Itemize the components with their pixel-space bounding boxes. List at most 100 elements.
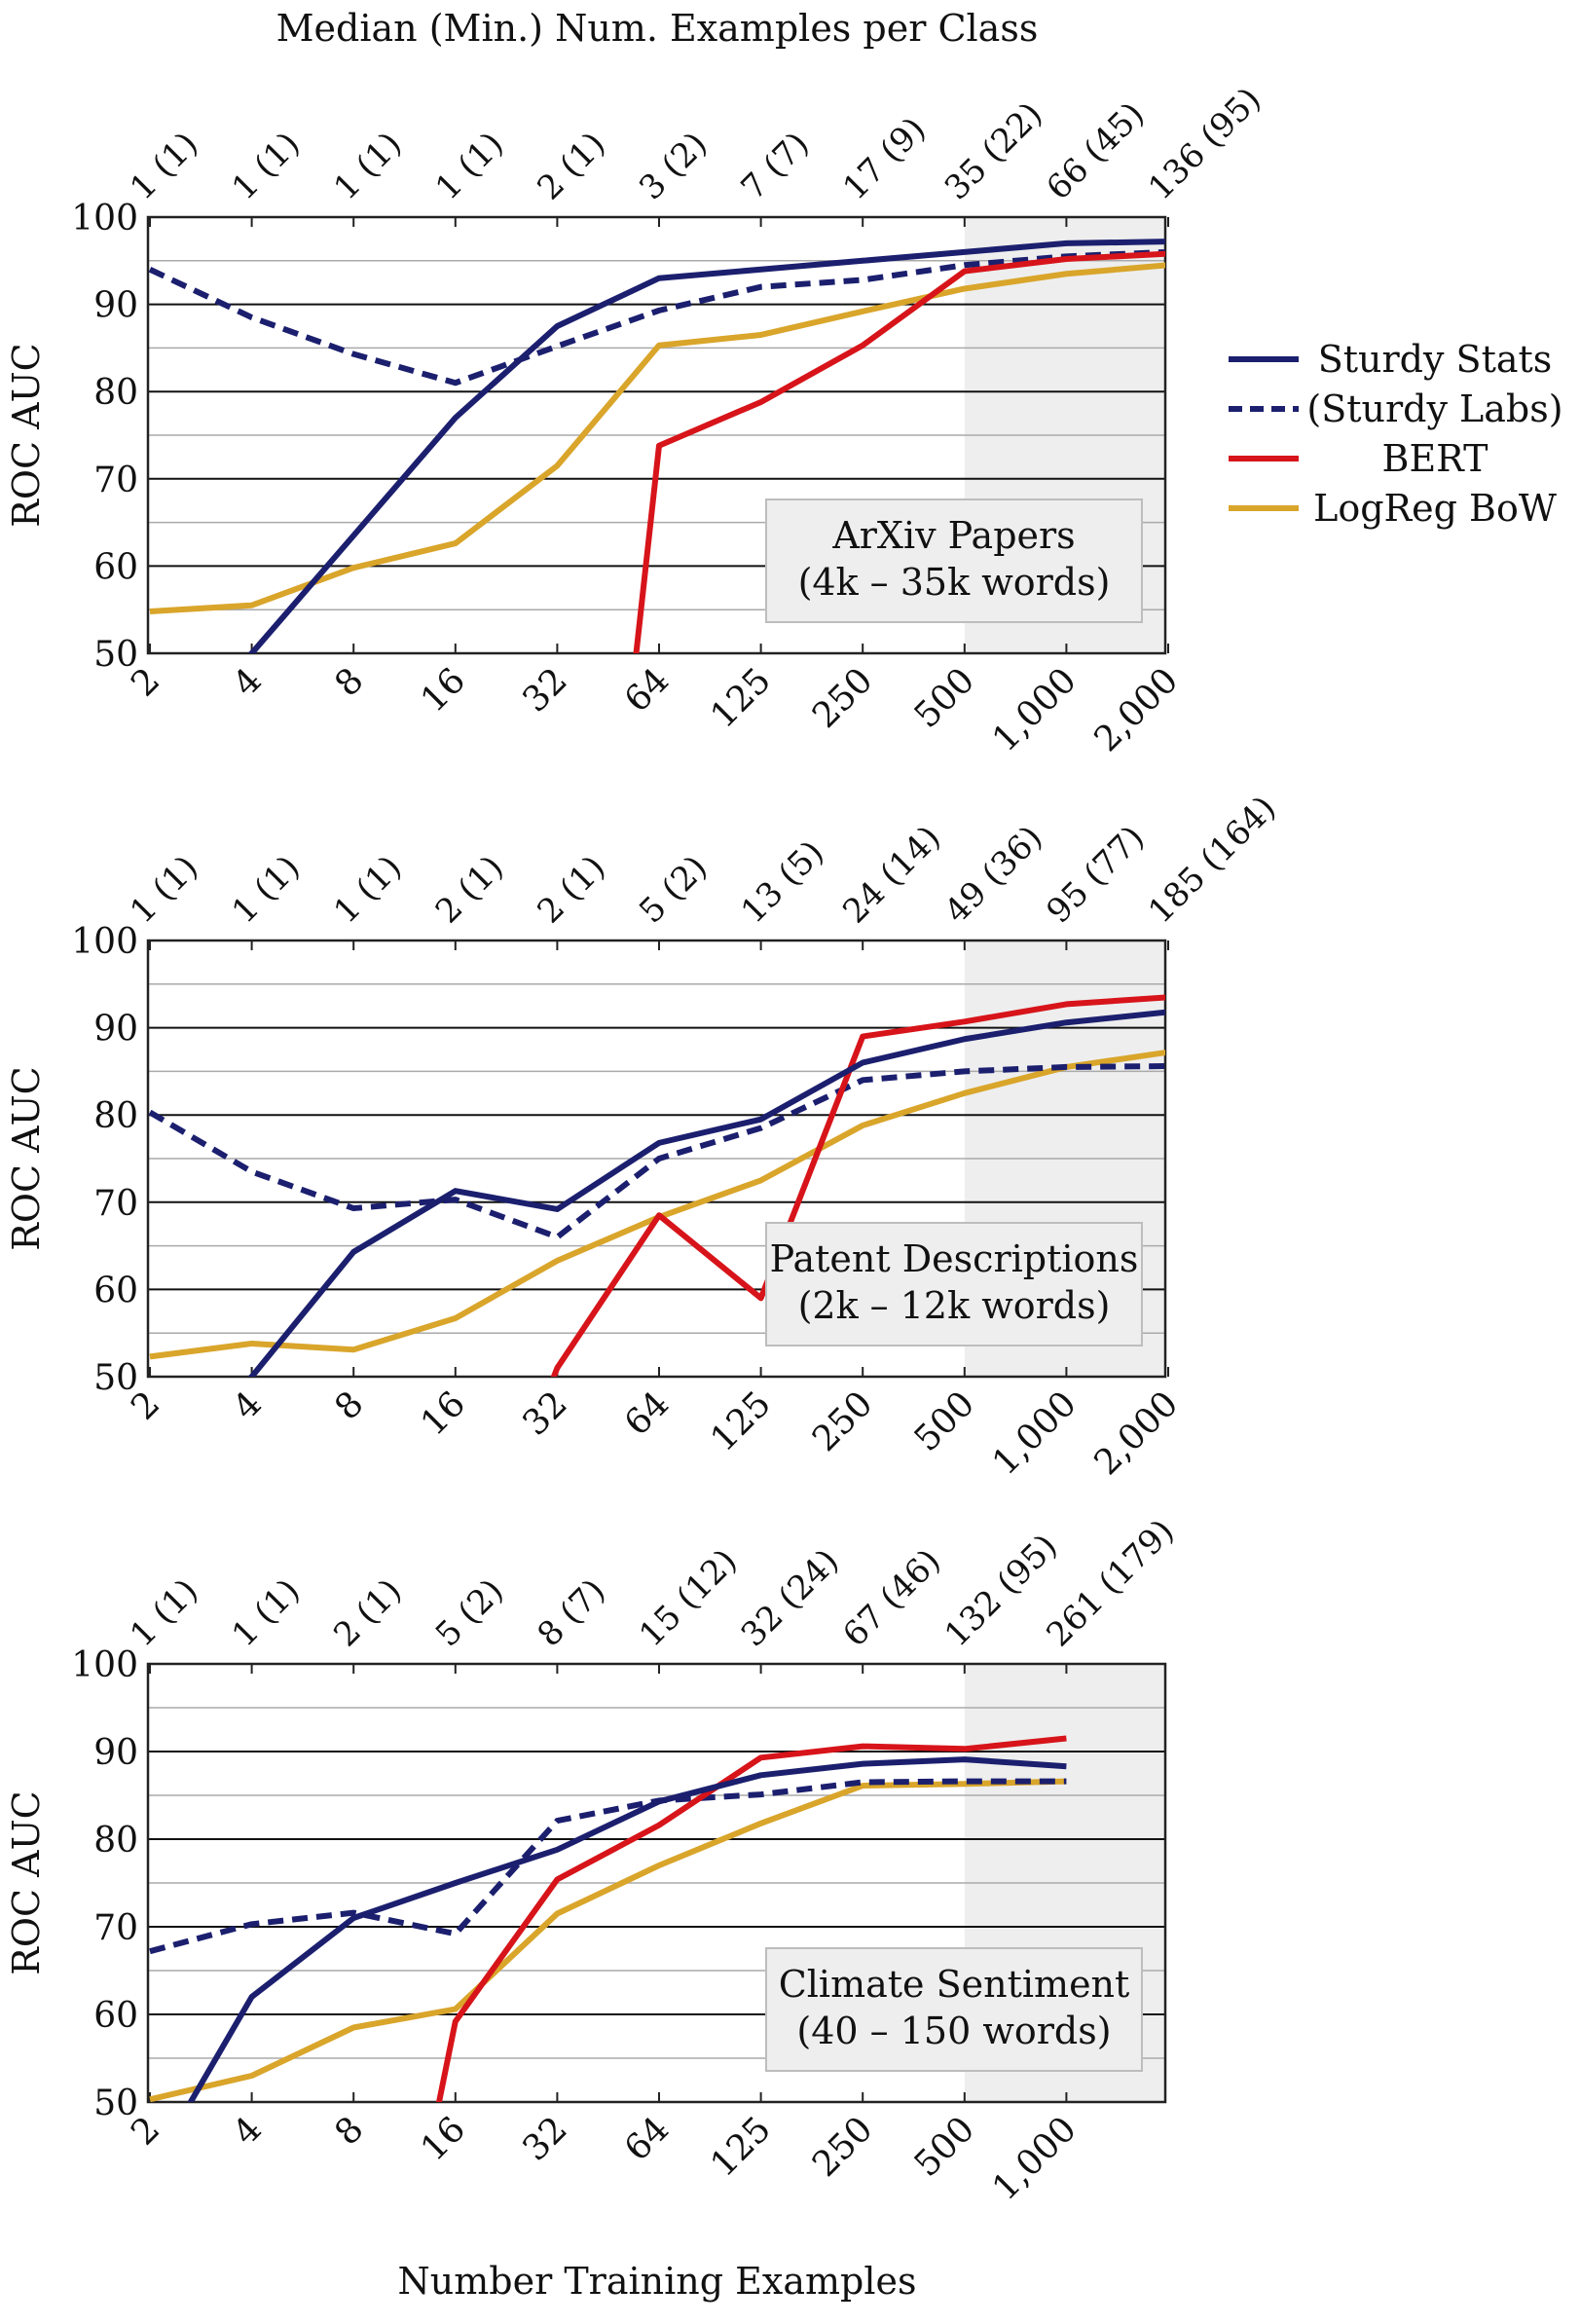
top-tick-label: 1 (1) — [326, 125, 409, 207]
dataset-box — [765, 1222, 1143, 1346]
top-tick-label: 67 (46) — [835, 1541, 948, 1654]
series-line-sturdy-stats — [246, 1009, 1165, 1377]
top-tick-label: 1 (1) — [123, 1571, 205, 1654]
x-tick-label: 32 — [515, 1383, 574, 1443]
top-tick-label: 261 (179) — [1039, 1512, 1181, 1654]
y-axis-label: ROC AUC — [5, 1066, 48, 1250]
top-tick-label: 185 (164) — [1141, 789, 1283, 931]
dataset-length: (2k – 12k words) — [798, 1284, 1111, 1327]
y-axis-label: ROC AUC — [5, 343, 48, 527]
x-tick-label: 8 — [327, 660, 371, 704]
top-tick-label: 8 (7) — [530, 1571, 612, 1654]
y-tick-label: 90 — [93, 1010, 138, 1050]
y-tick-label: 80 — [93, 1096, 138, 1136]
y-tick-label: 100 — [71, 1645, 138, 1685]
y-tick-label: 50 — [93, 1358, 138, 1398]
dataset-length: (4k – 35k words) — [798, 561, 1111, 604]
x-tick-label: 8 — [327, 1383, 371, 1427]
x-tick-label: 2,000 — [1086, 660, 1186, 759]
x-tick-label: 1,000 — [985, 660, 1084, 759]
dataset-box — [765, 1947, 1143, 2072]
top-tick-label: 15 (12) — [632, 1541, 745, 1654]
x-tick-label: 1,000 — [985, 1383, 1084, 1483]
dataset-name: Patent Descriptions — [770, 1237, 1139, 1280]
series-line-sturdy-stats — [246, 239, 1165, 653]
x-tick-label: 16 — [414, 660, 473, 719]
y-tick-label: 70 — [93, 1184, 138, 1224]
dataset-name: Climate Sentiment — [779, 1963, 1130, 2006]
y-tick-label: 70 — [93, 1908, 138, 1948]
x-tick-label: 64 — [617, 1383, 677, 1443]
legend-item-sturdy-stats: Sturdy Stats — [1229, 338, 1552, 381]
x-tick-label: 16 — [414, 2109, 473, 2168]
top-tick-label: 3 (2) — [632, 125, 715, 207]
x-tick-label: 250 — [805, 1383, 881, 1459]
x-tick-label: 4 — [226, 660, 270, 704]
x-tick-label: 500 — [907, 660, 983, 736]
top-tick-label: 1 (1) — [123, 125, 205, 207]
dataset-name: ArXiv Papers — [831, 514, 1075, 557]
legend-label-sturdy-labs: (Sturdy Labs) — [1306, 387, 1562, 430]
x-tick-label: 2,000 — [1086, 1383, 1186, 1483]
figure-x-axis-label: Number Training Examples — [398, 2260, 917, 2303]
top-tick-label: 1 (1) — [225, 1571, 308, 1654]
series-line-sturdy-labs — [149, 1778, 1067, 1955]
top-tick-label: 7 (7) — [734, 125, 817, 207]
legend-label-logreg-bow: LogReg BoW — [1313, 487, 1557, 530]
y-tick-label: 90 — [93, 1733, 138, 1773]
x-tick-label: 1,000 — [985, 2109, 1084, 2208]
series-line-bert — [435, 1735, 1067, 2102]
top-tick-label: 132 (95) — [937, 1527, 1065, 1654]
y-tick-label: 80 — [93, 373, 138, 413]
top-tick-label: 2 (1) — [326, 1571, 409, 1654]
dataset-box — [765, 498, 1143, 623]
series-line-sturdy-labs — [148, 1063, 1165, 1240]
x-tick-label: 250 — [805, 2109, 881, 2185]
x-tick-label: 125 — [703, 1383, 779, 1459]
x-tick-label: 32 — [515, 660, 574, 719]
top-tick-label: 2 (1) — [530, 848, 612, 931]
y-tick-label: 60 — [93, 1271, 138, 1310]
series-line-logreg-bow — [149, 1778, 1067, 2102]
legend-label-bert: BERT — [1382, 437, 1488, 480]
top-tick-label: 5 (2) — [632, 848, 715, 931]
top-tick-label: 66 (45) — [1039, 94, 1152, 207]
legend-item-bert: BERT — [1229, 437, 1488, 480]
top-tick-label: 1 (1) — [123, 848, 205, 931]
x-tick-label: 16 — [414, 1383, 473, 1443]
legend: Sturdy Stats (Sturdy Labs) BERT LogReg B… — [1229, 338, 1563, 530]
y-tick-label: 50 — [93, 635, 138, 675]
plot-frame — [146, 939, 1167, 1379]
top-tick-label: 136 (95) — [1141, 80, 1268, 207]
x-tick-label: 500 — [907, 1383, 983, 1459]
y-tick-label: 60 — [93, 1996, 138, 2036]
x-tick-label: 8 — [327, 2109, 371, 2153]
series-line-bert — [633, 250, 1165, 653]
top-tick-label: 1 (1) — [428, 125, 511, 207]
top-tick-label: 24 (14) — [835, 818, 948, 931]
legend-label-sturdy-stats: Sturdy Stats — [1318, 338, 1553, 381]
legend-item-logreg-bow: LogReg BoW — [1229, 487, 1557, 530]
x-tick-label: 4 — [226, 1383, 270, 1427]
top-tick-label: 95 (77) — [1039, 818, 1152, 931]
y-tick-label: 50 — [93, 2084, 138, 2123]
top-tick-label: 1 (1) — [225, 848, 308, 931]
y-tick-label: 90 — [93, 286, 138, 326]
y-tick-label: 100 — [71, 199, 138, 239]
x-tick-label: 32 — [515, 2109, 574, 2168]
top-tick-label: 2 (1) — [428, 848, 511, 931]
top-tick-label: 1 (1) — [326, 848, 409, 931]
x-tick-label: 4 — [226, 2109, 270, 2153]
figure-top-title: Median (Min.) Num. Examples per Class — [276, 7, 1039, 50]
series-line-sturdy-stats — [187, 1756, 1067, 2102]
top-tick-label: 2 (1) — [530, 125, 612, 207]
top-tick-label: 13 (5) — [734, 833, 832, 932]
y-tick-label: 60 — [93, 547, 138, 587]
legend-item-sturdy-labs: (Sturdy Labs) — [1229, 387, 1563, 430]
y-tick-label: 100 — [71, 922, 138, 962]
x-tick-label: 64 — [617, 660, 677, 719]
y-tick-label: 70 — [93, 461, 138, 500]
